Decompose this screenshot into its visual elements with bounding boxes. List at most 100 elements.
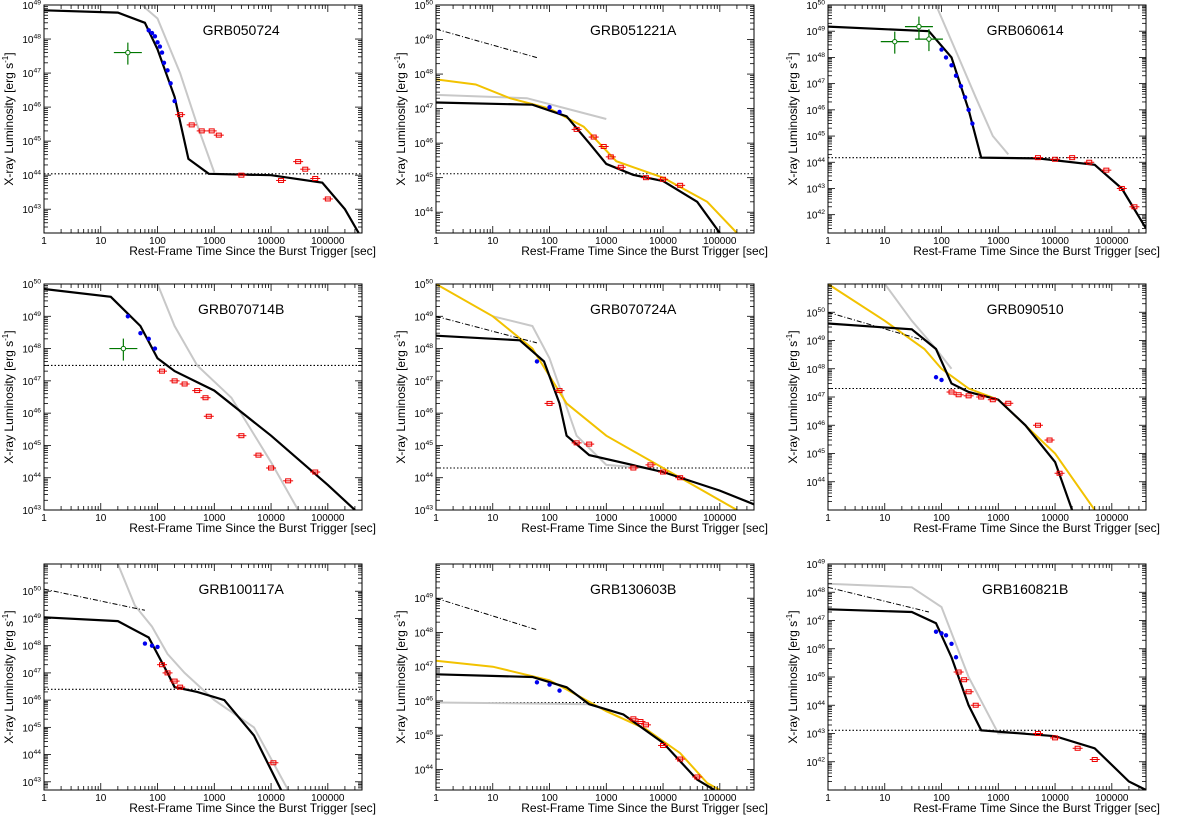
- bat-point-4: [157, 44, 163, 49]
- y-tick-label-base: 10: [414, 506, 426, 517]
- y-tick-label-exp: 47: [33, 375, 41, 382]
- y-tick-label-exp: 43: [425, 505, 433, 512]
- y-tick-label: 1050: [414, 0, 433, 12]
- fit-line: [44, 616, 283, 790]
- x-tick-label: 100000: [703, 793, 737, 804]
- bat-point-0: [125, 314, 131, 319]
- plot-area: [44, 284, 362, 510]
- bat-point-0: [146, 28, 151, 33]
- bat-point-3: [155, 40, 160, 45]
- y-tick-label: 1044: [806, 157, 825, 170]
- y-tick-label-base: 10: [22, 103, 34, 114]
- y-tick-label-base: 10: [22, 441, 34, 452]
- bat-point-0: [547, 104, 552, 110]
- panel-GRB100117A: 1 10 100 1000 10000 1000001043104410451046104…: [1, 563, 376, 815]
- dotdash-line: [44, 588, 146, 611]
- y-tick-label-exp: 45: [817, 131, 825, 138]
- y-tick-label-base: 10: [414, 377, 426, 388]
- y-axis-label: X-ray Luminosity [erg s-1]: [393, 610, 408, 743]
- x-axis-label: Rest-Frame Time Since the Burst Trigger …: [521, 244, 768, 258]
- x-tick-label: 100000: [311, 793, 345, 804]
- y-tick-label-exp: 46: [425, 695, 433, 702]
- y-tick-label-exp: 48: [425, 69, 433, 76]
- y-tick-label-base: 10: [806, 53, 818, 64]
- y-tick-label-base: 10: [22, 137, 34, 148]
- y-tick-label-base: 10: [22, 506, 34, 517]
- x-tick-label: 10000: [257, 513, 285, 524]
- y-tick-label-exp: 50: [33, 586, 41, 593]
- y-axis-label-exp: -1: [1, 613, 10, 621]
- y-tick-label-exp: 48: [33, 343, 41, 350]
- y-tick-label-base: 10: [806, 478, 818, 489]
- y-tick-label-exp: 49: [33, 613, 41, 620]
- y-tick-label: 1043: [22, 776, 41, 789]
- y-axis-label-base: X-ray Luminosity [erg s: [786, 63, 800, 186]
- y-tick-label-base: 10: [22, 35, 34, 46]
- bat-point-2: [152, 34, 158, 39]
- y-tick-label-exp: 47: [425, 375, 433, 382]
- y-tick-label: 1044: [806, 700, 825, 713]
- other-point-0: [892, 38, 898, 45]
- y-tick-label: 1044: [414, 207, 433, 220]
- y-tick-label-base: 10: [414, 105, 426, 116]
- x-tick-label: 10000: [1041, 236, 1069, 247]
- y-tick-label-exp: 48: [33, 34, 41, 41]
- x-tick-label: 10: [95, 793, 107, 804]
- x-tick-label: 10: [879, 236, 891, 247]
- gray-model-line: [883, 284, 953, 370]
- x-tick-label: 1000: [595, 236, 618, 247]
- panel-title: GRB070724A: [590, 301, 677, 317]
- y-tick-label: 1044: [22, 749, 41, 762]
- x-tick-label: 1: [825, 236, 831, 247]
- y-tick-label-base: 10: [414, 697, 426, 708]
- y-tick-label: 1050: [22, 279, 41, 292]
- bat-point-2: [557, 688, 562, 693]
- y-tick-label-exp: 43: [33, 776, 41, 783]
- y-axis-label-base: X-ray Luminosity [erg s: [394, 63, 408, 186]
- y-tick-label-exp: 48: [425, 627, 433, 634]
- y-tick-label: 1047: [22, 375, 41, 388]
- y-tick-label-base: 10: [414, 345, 426, 356]
- x-tick-label: 1: [433, 236, 439, 247]
- y-tick-label: 1047: [414, 375, 433, 388]
- y-tick-label-exp: 47: [425, 103, 433, 110]
- y-axis-label-exp: -1: [393, 333, 402, 341]
- y-tick-label-base: 10: [22, 1, 34, 12]
- y-tick-label: 1043: [22, 204, 41, 217]
- y-tick-label-exp: 50: [33, 279, 41, 286]
- bat-point-7: [970, 121, 975, 126]
- y-axis-label-exp: -1: [393, 55, 402, 63]
- panel-title: GRB090510: [987, 301, 1064, 317]
- y-tick-label-base: 10: [806, 365, 818, 376]
- plot-area: [436, 597, 754, 790]
- y-tick-label-base: 10: [806, 673, 818, 684]
- dotdash-line: [828, 586, 930, 613]
- y-tick-label: 1049: [414, 593, 433, 606]
- bat-point-0: [933, 629, 939, 634]
- y-tick-label-exp: 49: [33, 0, 41, 7]
- y-axis-label-end: ]: [786, 330, 800, 333]
- x-tick-label: 10: [95, 236, 107, 247]
- y-tick-label-base: 10: [414, 280, 426, 291]
- y-tick-label-base: 10: [806, 645, 818, 656]
- bat-point-6: [161, 60, 167, 66]
- x-tick-label: 100: [933, 513, 950, 524]
- x-tick-label: 100: [541, 236, 558, 247]
- y-tick-label: 1043: [806, 728, 825, 741]
- y-axis-label-exp: -1: [1, 333, 10, 341]
- y-axis-label-base: X-ray Luminosity [erg s: [394, 341, 408, 464]
- y-tick-label: 1048: [806, 587, 825, 600]
- y-tick-label-base: 10: [806, 158, 818, 169]
- plot-area: [436, 284, 754, 510]
- y-tick-label-exp: 47: [817, 392, 825, 399]
- y-tick-label-base: 10: [22, 69, 34, 80]
- x-tick-label: 1000: [203, 513, 226, 524]
- y-tick-label: 1047: [806, 78, 825, 91]
- y-tick-label: 1045: [22, 136, 41, 149]
- yellow-model-line: [436, 284, 738, 510]
- y-tick-label: 1049: [414, 34, 433, 47]
- panel-title: GRB070714B: [198, 301, 284, 317]
- y-tick-label: 1046: [806, 104, 825, 117]
- y-tick-label: 1050: [806, 0, 825, 12]
- y-tick-label-exp: 45: [817, 448, 825, 455]
